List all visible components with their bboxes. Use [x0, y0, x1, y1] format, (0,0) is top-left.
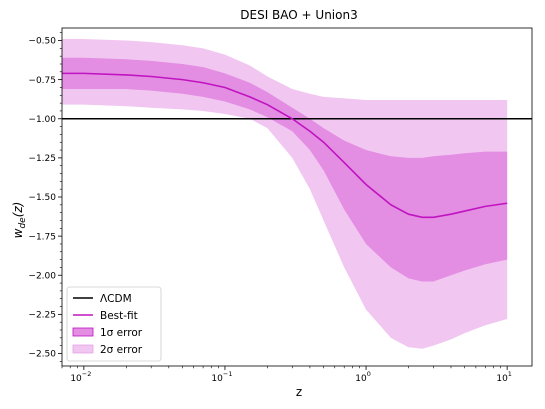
- bands-layer: [62, 38, 508, 349]
- legend-label-1-error: 1σ error: [100, 327, 143, 339]
- plot-area: [62, 38, 532, 349]
- x-tick-label: 101: [496, 370, 512, 384]
- legend-label--cdm: ΛCDM: [100, 293, 132, 305]
- x-tick-exponent: 0: [367, 370, 371, 378]
- band-1-error: [62, 57, 508, 282]
- series-line-best-fit: [62, 72, 508, 219]
- y-tick-label: −2.25: [28, 311, 56, 321]
- band-2-error: [62, 38, 508, 349]
- legend-label-2-error: 2σ error: [100, 344, 143, 356]
- x-tick-label: 10−1: [211, 370, 232, 384]
- y-tick-label: −2.50: [28, 350, 56, 360]
- y-tick-label: −1.75: [28, 232, 56, 242]
- x-tick-exponent: −1: [223, 370, 233, 378]
- y-tick-label: −1.25: [28, 154, 56, 164]
- x-tick-exponent: −2: [82, 370, 92, 378]
- legend-box: [66, 286, 162, 362]
- series-layer: [62, 72, 508, 219]
- y-tick-label: −1.00: [28, 115, 56, 125]
- y-tick-label: −2.00: [28, 271, 56, 281]
- legend: ΛCDM Best-fit 1σ error 2σ error: [66, 286, 162, 362]
- y-axis-label: wde(z): [11, 202, 28, 239]
- legend-label-best-fit: Best-fit: [100, 310, 138, 322]
- y-tick-label: −0.50: [28, 37, 56, 47]
- x-tick-exponent: 1: [508, 370, 512, 378]
- x-tick-label: 100: [355, 370, 371, 384]
- legend-swatch-2-error: [72, 344, 94, 354]
- x-tick-label: 10−2: [70, 370, 91, 384]
- x-axis-label: z: [296, 385, 302, 399]
- legend-swatch-1-error: [72, 327, 94, 337]
- chart-title: DESI BAO + Union3: [240, 8, 357, 22]
- y-tick-label: −0.75: [28, 76, 56, 86]
- y-tick-label: −1.50: [28, 193, 56, 203]
